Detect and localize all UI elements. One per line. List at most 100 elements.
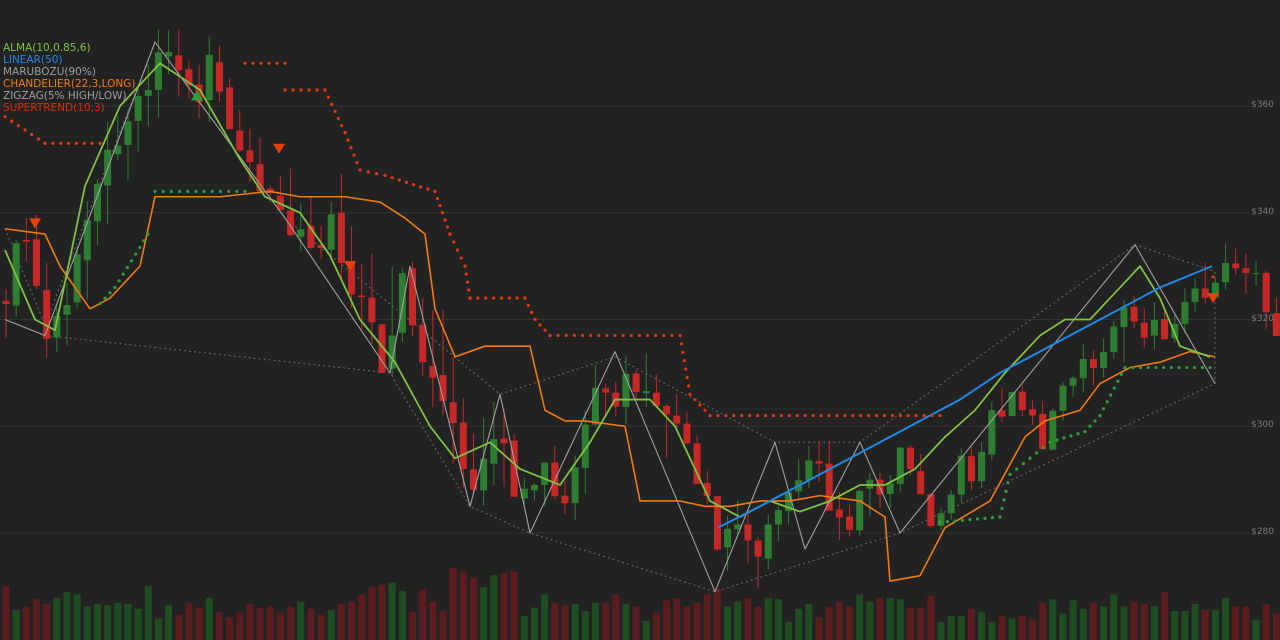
candle [652, 375, 660, 406]
supertrend-dot [1208, 365, 1212, 370]
candle [32, 214, 40, 290]
candle [236, 110, 244, 152]
supertrend-dot [455, 248, 460, 252]
candle-body [1242, 268, 1250, 274]
volume-bar [693, 602, 701, 640]
volume-bar [154, 618, 162, 640]
supertrend-dot [1083, 429, 1087, 434]
legend-alma[interactable]: ALMA(10,0.85,6) [3, 42, 91, 54]
volume-bar [429, 601, 437, 640]
supertrend-dot [443, 218, 447, 222]
supertrend-dot [355, 160, 359, 165]
candle [1079, 344, 1087, 393]
y-tick-label: $360 [1251, 100, 1274, 110]
volume-bar [947, 616, 955, 640]
supertrend-dot [589, 333, 593, 338]
candle-body [317, 244, 325, 248]
supertrend-dot [533, 317, 537, 322]
candle [561, 481, 569, 514]
volume-bar [551, 602, 559, 640]
legend-chandelier[interactable]: CHANDELIER(22,3,LONG) [3, 78, 136, 90]
volume-bar [846, 606, 854, 640]
supertrend-dot [366, 170, 370, 174]
y-tick-label: $280 [1251, 527, 1274, 537]
volume-bar [602, 602, 610, 640]
supertrend-dot [459, 256, 463, 260]
legend-marubozu[interactable]: MARUBOZU(90%) [3, 66, 96, 78]
candle-body [2, 300, 10, 305]
supertrend-dot [1006, 481, 1010, 485]
candle-body [1222, 262, 1230, 283]
candle [297, 203, 305, 252]
legend-linear[interactable]: LINEAR(50) [3, 54, 63, 66]
candle-body [490, 439, 498, 464]
volume-bar [276, 612, 284, 640]
supertrend-dot [134, 252, 138, 256]
supertrend-dot [507, 296, 511, 300]
supertrend-dot [795, 413, 799, 418]
candle-body [1110, 326, 1118, 353]
supertrend-dot [468, 296, 472, 300]
volume-bar [398, 590, 406, 640]
candle-body [83, 220, 91, 261]
volume-bar [63, 592, 71, 640]
volume-bar [795, 608, 803, 640]
legend-zigzag[interactable]: ZIGZAG(5% HIGH/LOW) [3, 90, 127, 102]
candle [154, 29, 162, 118]
volume-bar [1120, 606, 1128, 640]
volume-bar [1059, 613, 1067, 640]
candle-body [734, 524, 742, 530]
volume-bar [1232, 606, 1240, 640]
volume-bar [541, 594, 549, 640]
candle [1252, 260, 1260, 286]
supertrend-dot [1002, 498, 1006, 502]
candle [988, 401, 996, 461]
supertrend-dot [605, 333, 609, 338]
supertrend-dot [543, 328, 547, 332]
candle-body [663, 405, 671, 415]
volume-bar [785, 622, 793, 640]
candle-body [1089, 358, 1097, 369]
supertrend-dot [1177, 365, 1181, 370]
candle-body [409, 268, 417, 326]
supertrend-dot [811, 413, 815, 418]
volume-bar [43, 604, 51, 640]
candle [165, 30, 173, 75]
volume-bar [1018, 616, 1026, 640]
volume-bar [368, 587, 376, 640]
candle [12, 239, 20, 317]
candle-body [388, 335, 396, 369]
volume-bar [1150, 606, 1158, 640]
candle-body [1191, 288, 1199, 302]
candle [63, 283, 71, 346]
volume-bar [937, 622, 945, 640]
candle [1120, 299, 1128, 363]
supertrend-dot [36, 137, 40, 141]
volume-bar [907, 607, 915, 640]
supertrend-dot [523, 296, 527, 300]
supertrend-dot [803, 413, 807, 418]
supertrend-dot [251, 61, 255, 65]
supertrend-dot [465, 280, 470, 284]
volume-bar [530, 607, 538, 640]
candle-body [652, 392, 660, 406]
volume-bar [612, 594, 620, 640]
supertrend-dot [82, 141, 86, 145]
supertrend-dot [10, 119, 14, 123]
legend-supertrend[interactable]: SUPERTREND(10,3) [3, 102, 105, 114]
volume-bar [988, 622, 996, 640]
marubozu-bear-marker [29, 218, 41, 229]
supertrend-dot [1200, 365, 1204, 370]
volume-bar [1262, 604, 1270, 640]
supertrend-dot [572, 333, 576, 338]
candle [2, 289, 10, 338]
supertrend-dot [235, 189, 239, 193]
candle-body [215, 62, 223, 92]
candle-body [1008, 392, 1016, 417]
candle [83, 201, 91, 300]
volume-bar [683, 606, 691, 640]
volume-bar [124, 604, 132, 640]
candle [673, 393, 681, 430]
supertrend-dot [343, 131, 347, 135]
